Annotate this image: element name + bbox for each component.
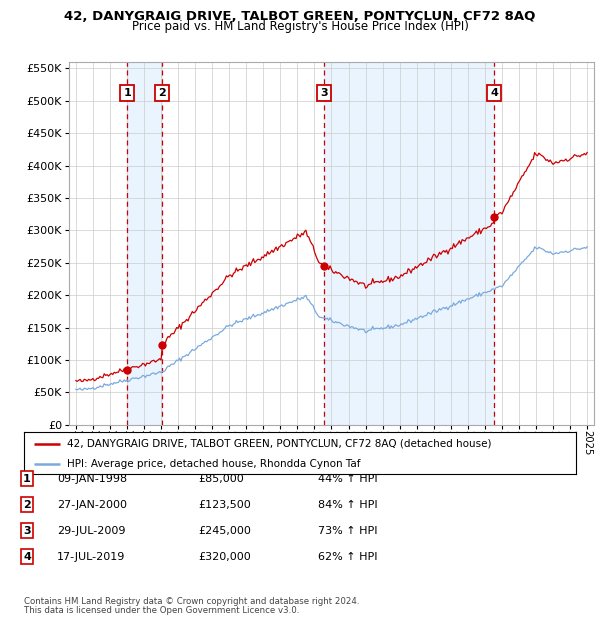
Text: 2: 2 [23,500,31,510]
Text: 17-JUL-2019: 17-JUL-2019 [57,552,125,562]
Text: 09-JAN-1998: 09-JAN-1998 [57,474,127,484]
Bar [127,62,163,425]
Text: This data is licensed under the Open Government Licence v3.0.: This data is licensed under the Open Gov… [24,606,299,615]
Text: 1: 1 [124,88,131,98]
Text: 44% ↑ HPI: 44% ↑ HPI [318,474,377,484]
Text: 73% ↑ HPI: 73% ↑ HPI [318,526,377,536]
Text: Contains HM Land Registry data © Crown copyright and database right 2024.: Contains HM Land Registry data © Crown c… [24,597,359,606]
Text: 29-JUL-2009: 29-JUL-2009 [57,526,125,536]
Text: £85,000: £85,000 [198,474,244,484]
Text: 42, DANYGRAIG DRIVE, TALBOT GREEN, PONTYCLUN, CF72 8AQ (detached house): 42, DANYGRAIG DRIVE, TALBOT GREEN, PONTY… [67,438,491,448]
Text: £245,000: £245,000 [198,526,251,536]
Text: £123,500: £123,500 [198,500,251,510]
Text: 84% ↑ HPI: 84% ↑ HPI [318,500,377,510]
Text: HPI: Average price, detached house, Rhondda Cynon Taf: HPI: Average price, detached house, Rhon… [67,459,360,469]
Text: 62% ↑ HPI: 62% ↑ HPI [318,552,377,562]
Text: 27-JAN-2000: 27-JAN-2000 [57,500,127,510]
Text: 4: 4 [23,552,31,562]
Bar [324,62,494,425]
Text: 3: 3 [320,88,328,98]
Text: 42, DANYGRAIG DRIVE, TALBOT GREEN, PONTYCLUN, CF72 8AQ: 42, DANYGRAIG DRIVE, TALBOT GREEN, PONTY… [64,10,536,23]
Text: 4: 4 [490,88,498,98]
Text: Price paid vs. HM Land Registry's House Price Index (HPI): Price paid vs. HM Land Registry's House … [131,20,469,33]
Text: 2: 2 [158,88,166,98]
Text: £320,000: £320,000 [198,552,251,562]
Text: 3: 3 [23,526,31,536]
Text: 1: 1 [23,474,31,484]
